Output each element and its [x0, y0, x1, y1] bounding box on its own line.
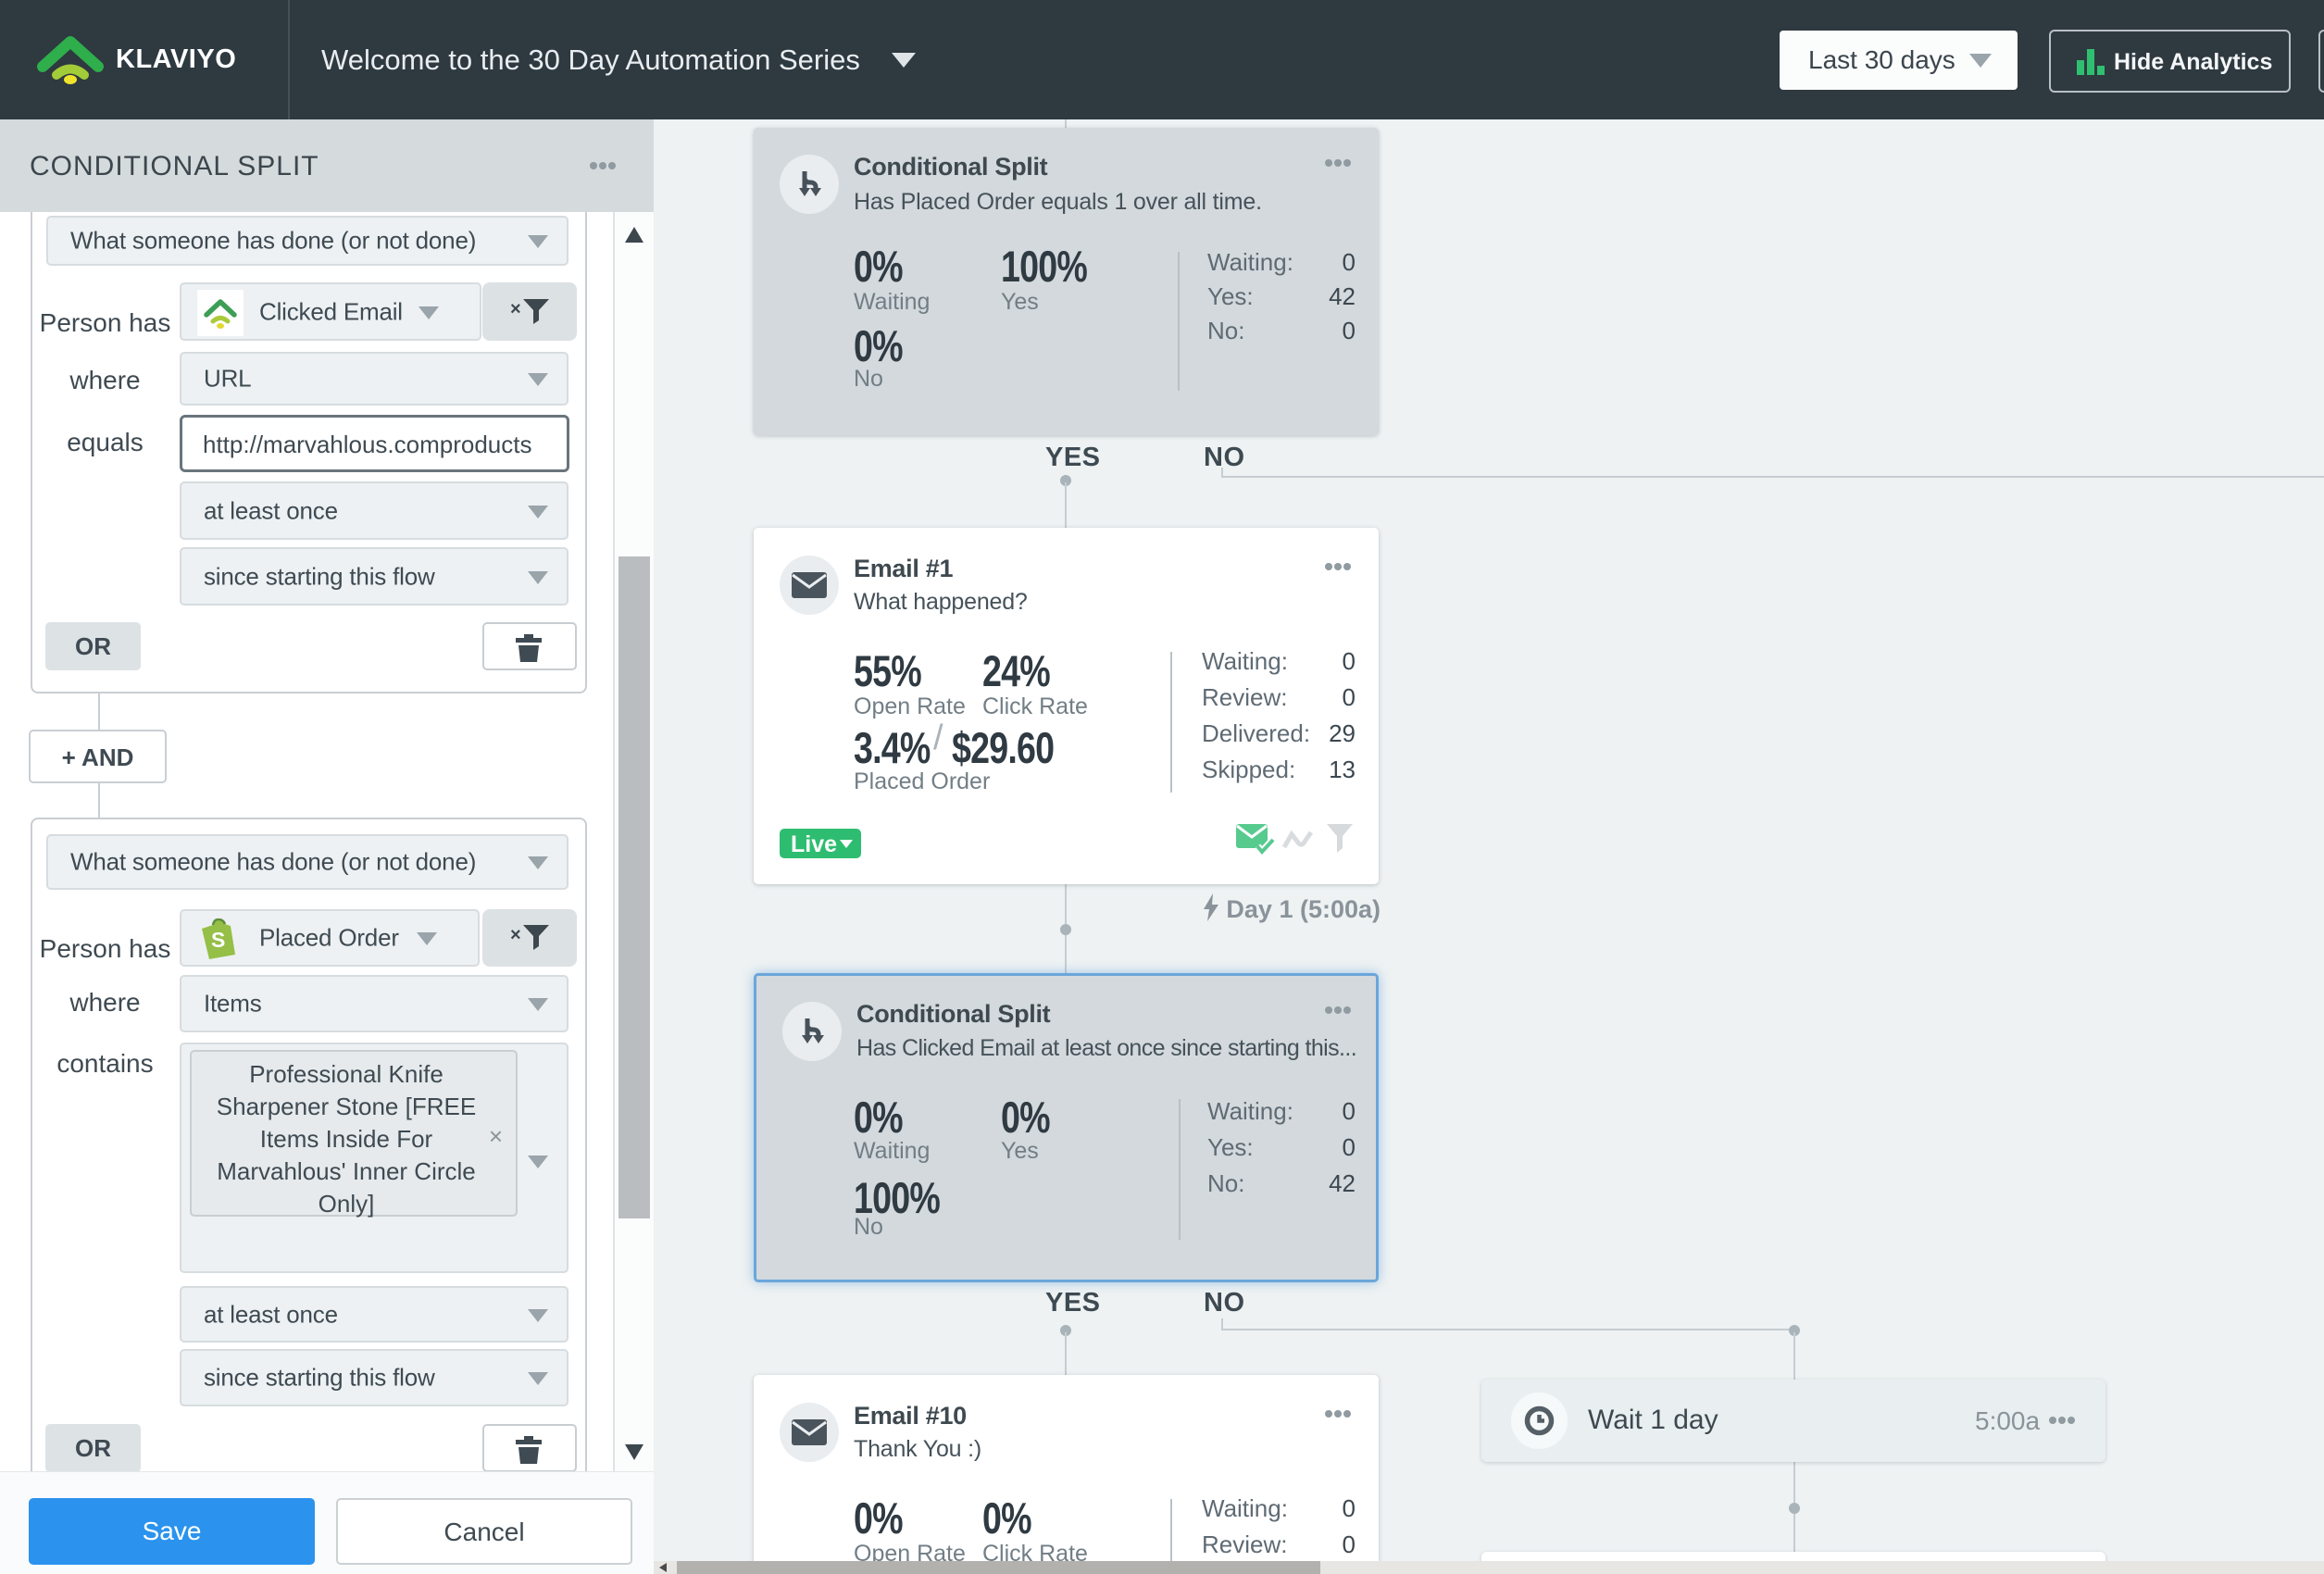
svg-text:×: ×: [510, 925, 521, 945]
svg-text:×: ×: [510, 299, 521, 319]
svg-text:S: S: [211, 928, 225, 952]
